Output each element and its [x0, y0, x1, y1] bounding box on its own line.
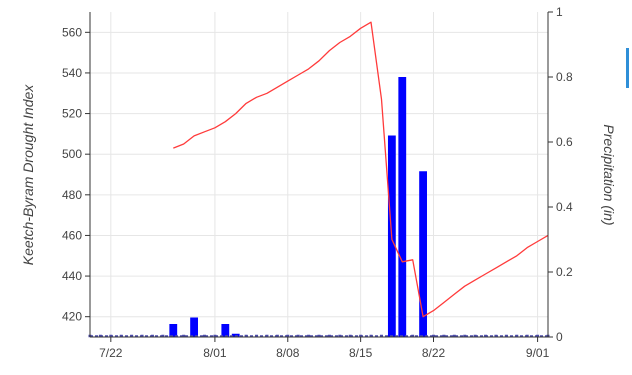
x-tick-label: 8/22	[422, 346, 446, 360]
precipitation-bar	[221, 324, 230, 337]
x-tick-label: 8/08	[276, 346, 300, 360]
y-axis-right-title: Precipitation (in)	[601, 124, 617, 225]
y-axis-left-title: Keetch-Byram Drought Index	[20, 84, 36, 266]
y-right-tick-label: 0.4	[556, 200, 573, 214]
y-left-tick-label: 420	[62, 310, 82, 324]
x-tick-label: 8/15	[349, 346, 373, 360]
y-right-tick-label: 0.2	[556, 265, 573, 279]
kbdi-line-layer	[173, 21, 549, 318]
y-right-tick-label: 0.8	[556, 70, 573, 84]
y-right-tick-label: 0.6	[556, 135, 573, 149]
precipitation-bar	[419, 171, 427, 337]
x-tick-label: 7/22	[99, 346, 123, 360]
precipitation-bar	[190, 317, 198, 337]
precipitation-bar	[169, 324, 178, 337]
kbdi-line	[173, 21, 549, 318]
x-tick-label: 8/01	[203, 346, 227, 360]
y-right-tick-label: 0	[556, 330, 563, 344]
y-left-tick-label: 460	[62, 228, 82, 242]
precipitation-bars	[169, 77, 427, 337]
y-left-tick-label: 500	[62, 147, 82, 161]
y-left-tick-label: 540	[62, 66, 82, 80]
y-left-tick-label: 440	[62, 269, 82, 283]
grid-lines	[90, 12, 548, 337]
precipitation-bar	[398, 77, 407, 337]
y-left-tick-label: 520	[62, 107, 82, 121]
y-right-tick-label: 1	[556, 5, 563, 19]
axes: 7/22 8/01 8/08 8/15 8/22 9/01 420 440 460 480 500 5…	[62, 5, 573, 360]
x-tick-label: 9/01	[526, 346, 550, 360]
y-left-tick-label: 560	[62, 25, 82, 39]
panel-edge-indicator	[626, 48, 629, 88]
y-left-tick-label: 480	[62, 188, 82, 202]
